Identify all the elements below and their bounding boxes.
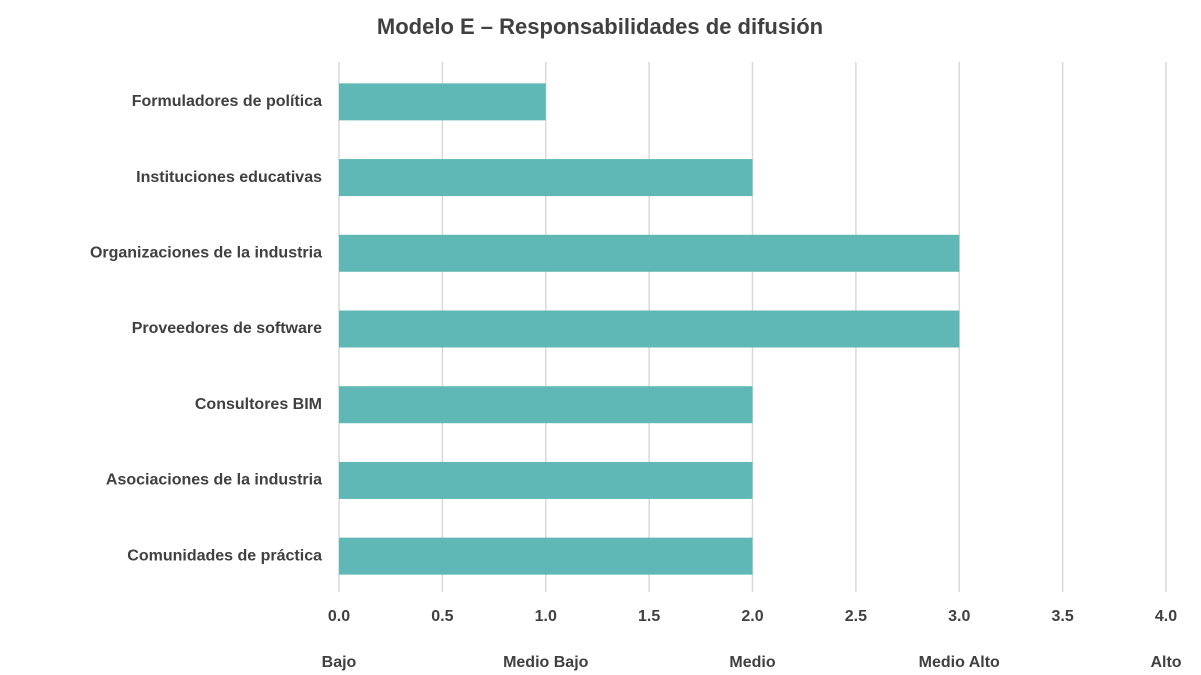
x-tick-label: 0.5 xyxy=(431,608,453,625)
x-scale-label: Medio Bajo xyxy=(503,654,589,671)
x-tick-label: 1.0 xyxy=(535,608,557,625)
x-scale-label: Bajo xyxy=(322,654,357,671)
y-tick-label: Comunidades de práctica xyxy=(127,547,322,564)
x-tick-label: 3.0 xyxy=(948,608,970,625)
bar xyxy=(339,234,960,272)
x-scale-label: Medio xyxy=(729,654,775,671)
x-tick-label: 4.0 xyxy=(1155,608,1177,625)
y-tick-label: Proveedores de software xyxy=(132,320,322,337)
x-scale-label: Medio Alto xyxy=(919,654,1000,671)
x-tick-label: 3.5 xyxy=(1052,608,1074,625)
x-tick-label: 2.0 xyxy=(741,608,763,625)
x-tick-label: 2.5 xyxy=(845,608,867,625)
x-scale-label: Alto xyxy=(1150,654,1181,671)
chart-title: Modelo E – Responsabilidades de difusión xyxy=(377,14,823,39)
y-tick-label: Instituciones educativas xyxy=(136,169,322,186)
bar xyxy=(339,461,753,499)
y-tick-label: Asociaciones de la industria xyxy=(106,472,322,489)
bar xyxy=(339,310,960,348)
bar xyxy=(339,537,753,575)
x-tick-label: 1.5 xyxy=(638,608,660,625)
y-tick-label: Organizaciones de la industria xyxy=(90,245,322,262)
x-tick-label: 0.0 xyxy=(328,608,350,625)
bar xyxy=(339,159,753,197)
y-tick-label: Consultores BIM xyxy=(195,396,322,413)
bar xyxy=(339,83,546,121)
y-tick-label: Formuladores de política xyxy=(132,93,322,110)
bar xyxy=(339,386,753,424)
